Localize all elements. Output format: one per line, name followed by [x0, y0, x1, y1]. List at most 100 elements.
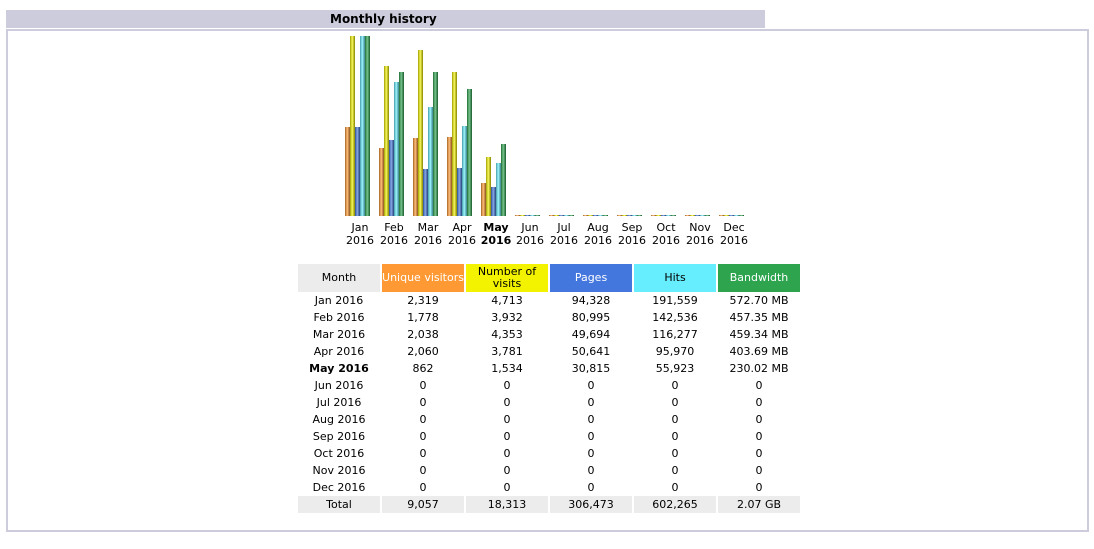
cell-bandwidth: 0: [755, 430, 763, 443]
cell-unique: 0: [419, 413, 427, 426]
cell-unique: 0: [419, 481, 427, 494]
cell-pages: 0: [587, 447, 595, 460]
bar-sep-number-of-visits: [622, 215, 627, 216]
cell-pages: 80,995: [571, 311, 611, 324]
cell-visits: 0: [503, 430, 511, 443]
bar-may-number-of-visits: [486, 157, 491, 216]
cell-pages: 0: [587, 379, 595, 392]
tick-label-month: Sep: [622, 221, 643, 234]
bar-aug-number-of-visits: [588, 215, 593, 216]
cell-unique: 1,778: [407, 311, 439, 324]
table-row: Mar 2016 2,038 4,353 49,694 116,277 459.34 MB: [298, 326, 800, 343]
cell-unique: 0: [419, 396, 427, 409]
bar-aug-pages: [593, 215, 598, 216]
tick-label-year: 2016: [652, 234, 680, 247]
table-row: Dec 2016 0 0 0 0 0: [298, 479, 800, 496]
bar-may-pages: [491, 187, 496, 216]
bar-jul-pages: [559, 215, 564, 216]
total-visits: 18,313: [466, 496, 548, 513]
total-bandwidth: 2.07 GB: [718, 496, 800, 513]
cell-unique: 2,038: [407, 328, 439, 341]
bar-oct-number-of-visits: [656, 215, 661, 216]
cell-unique: 0: [419, 430, 427, 443]
bar-jul-hits: [564, 215, 569, 216]
tick-label-year: 2016: [448, 234, 476, 247]
total-pages: 306,473: [550, 496, 632, 513]
bar-apr-bandwidth: [467, 89, 472, 216]
cell-visits: 0: [503, 447, 511, 460]
cell-month: Oct 2016: [313, 447, 365, 460]
bar-dec-number-of-visits: [724, 215, 729, 216]
bar-apr-pages: [457, 168, 462, 216]
cell-hits: 0: [671, 396, 679, 409]
bar-aug-hits: [598, 215, 603, 216]
bar-jan-bandwidth: [365, 36, 370, 216]
cell-bandwidth: 0: [755, 379, 763, 392]
bar-dec-pages: [729, 215, 734, 216]
cell-visits: 0: [503, 379, 511, 392]
tick-label-month: Aug: [587, 221, 608, 234]
cell-month: Mar 2016: [312, 328, 366, 341]
bar-nov-number-of-visits: [690, 215, 695, 216]
header-pages: Pages: [550, 264, 632, 292]
cell-month: Jun 2016: [314, 379, 364, 392]
table-row: May 2016 862 1,534 30,815 55,923 230.02 MB: [298, 360, 800, 377]
cell-pages: 49,694: [571, 328, 611, 341]
cell-pages: 0: [587, 413, 595, 426]
table-row: Jan 2016 2,319 4,713 94,328 191,559 572.70 MB: [298, 292, 800, 309]
bar-jan-hits: [360, 36, 365, 216]
bar-feb-number-of-visits: [384, 66, 389, 216]
cell-hits: 0: [671, 379, 679, 392]
bar-apr-unique-visitors: [447, 137, 452, 216]
bar-may-unique-visitors: [481, 183, 486, 216]
bar-oct-pages: [661, 215, 666, 216]
bar-feb-hits: [394, 82, 399, 216]
table-row: Nov 2016 0 0 0 0 0: [298, 462, 800, 479]
cell-bandwidth: 403.69 MB: [729, 345, 789, 358]
cell-month: Jan 2016: [314, 294, 364, 307]
total-label: Total: [298, 496, 380, 513]
cell-month: May 2016: [309, 362, 369, 375]
bar-aug-unique-visitors: [583, 215, 588, 216]
header-unique-visitors: Unique visitors: [382, 264, 464, 292]
tick-label-month: Oct: [656, 221, 676, 234]
bar-mar-pages: [423, 169, 428, 216]
bar-feb-bandwidth: [399, 72, 404, 216]
cell-visits: 4,713: [491, 294, 523, 307]
header-visits: Number of visits: [466, 264, 548, 292]
tick-label-month: Mar: [418, 221, 439, 234]
table-row: Oct 2016 0 0 0 0 0: [298, 445, 800, 462]
cell-bandwidth: 0: [755, 396, 763, 409]
bar-jun-unique-visitors: [515, 215, 520, 216]
cell-hits: 142,536: [652, 311, 698, 324]
cell-unique: 0: [419, 464, 427, 477]
bar-nov-bandwidth: [705, 215, 710, 216]
cell-hits: 0: [671, 430, 679, 443]
total-row: Total 9,057 18,313 306,473 602,265 2.07 …: [298, 496, 800, 513]
tick-label-month: Jul: [556, 221, 570, 234]
cell-bandwidth: 457.35 MB: [729, 311, 789, 324]
table-row: Sep 2016 0 0 0 0 0: [298, 428, 800, 445]
cell-unique: 0: [419, 379, 427, 392]
tick-label-month: Jan: [351, 221, 369, 234]
tick-label-year: 2016: [414, 234, 442, 247]
section-header: Monthly history: [6, 10, 765, 28]
tick-label-year: 2016: [584, 234, 612, 247]
cell-hits: 95,970: [655, 345, 695, 358]
tick-label-month: May: [483, 221, 508, 234]
table-header-row: Month Unique visitors Number of visits P…: [298, 264, 800, 292]
bar-sep-unique-visitors: [617, 215, 622, 216]
bar-nov-unique-visitors: [685, 215, 690, 216]
cell-month: Apr 2016: [313, 345, 365, 358]
bar-sep-bandwidth: [637, 215, 642, 216]
cell-bandwidth: 459.34 MB: [729, 328, 789, 341]
bar-jan-number-of-visits: [350, 36, 355, 216]
cell-visits: 4,353: [491, 328, 523, 341]
cell-pages: 0: [587, 396, 595, 409]
bar-dec-hits: [734, 215, 739, 216]
total-unique: 9,057: [382, 496, 464, 513]
bar-sep-hits: [632, 215, 637, 216]
cell-pages: 50,641: [571, 345, 611, 358]
bar-apr-number-of-visits: [452, 72, 457, 216]
bar-jun-bandwidth: [535, 215, 540, 216]
